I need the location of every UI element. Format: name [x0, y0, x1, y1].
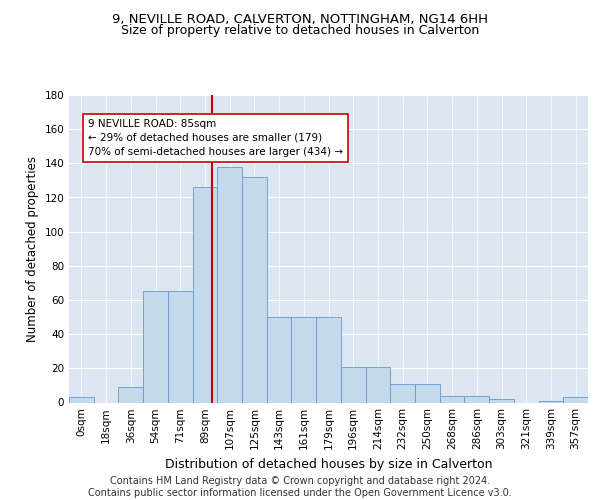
Bar	[217, 167, 242, 402]
Bar	[563, 398, 588, 402]
Bar	[341, 366, 365, 402]
Bar	[143, 292, 168, 403]
Bar	[69, 398, 94, 402]
Y-axis label: Number of detached properties: Number of detached properties	[26, 156, 39, 342]
Bar	[464, 396, 489, 402]
Bar	[365, 366, 390, 402]
Text: Size of property relative to detached houses in Calverton: Size of property relative to detached ho…	[121, 24, 479, 37]
Bar	[118, 387, 143, 402]
Text: 9 NEVILLE ROAD: 85sqm
← 29% of detached houses are smaller (179)
70% of semi-det: 9 NEVILLE ROAD: 85sqm ← 29% of detached …	[88, 119, 343, 157]
Bar	[539, 401, 563, 402]
Bar	[168, 292, 193, 403]
Bar	[316, 317, 341, 402]
Bar	[489, 399, 514, 402]
Text: 9, NEVILLE ROAD, CALVERTON, NOTTINGHAM, NG14 6HH: 9, NEVILLE ROAD, CALVERTON, NOTTINGHAM, …	[112, 12, 488, 26]
Bar	[193, 187, 217, 402]
Bar	[415, 384, 440, 402]
Bar	[267, 317, 292, 402]
Text: Contains public sector information licensed under the Open Government Licence v3: Contains public sector information licen…	[88, 488, 512, 498]
Text: Contains HM Land Registry data © Crown copyright and database right 2024.: Contains HM Land Registry data © Crown c…	[110, 476, 490, 486]
X-axis label: Distribution of detached houses by size in Calverton: Distribution of detached houses by size …	[165, 458, 492, 471]
Bar	[242, 177, 267, 402]
Bar	[390, 384, 415, 402]
Bar	[440, 396, 464, 402]
Bar	[292, 317, 316, 402]
